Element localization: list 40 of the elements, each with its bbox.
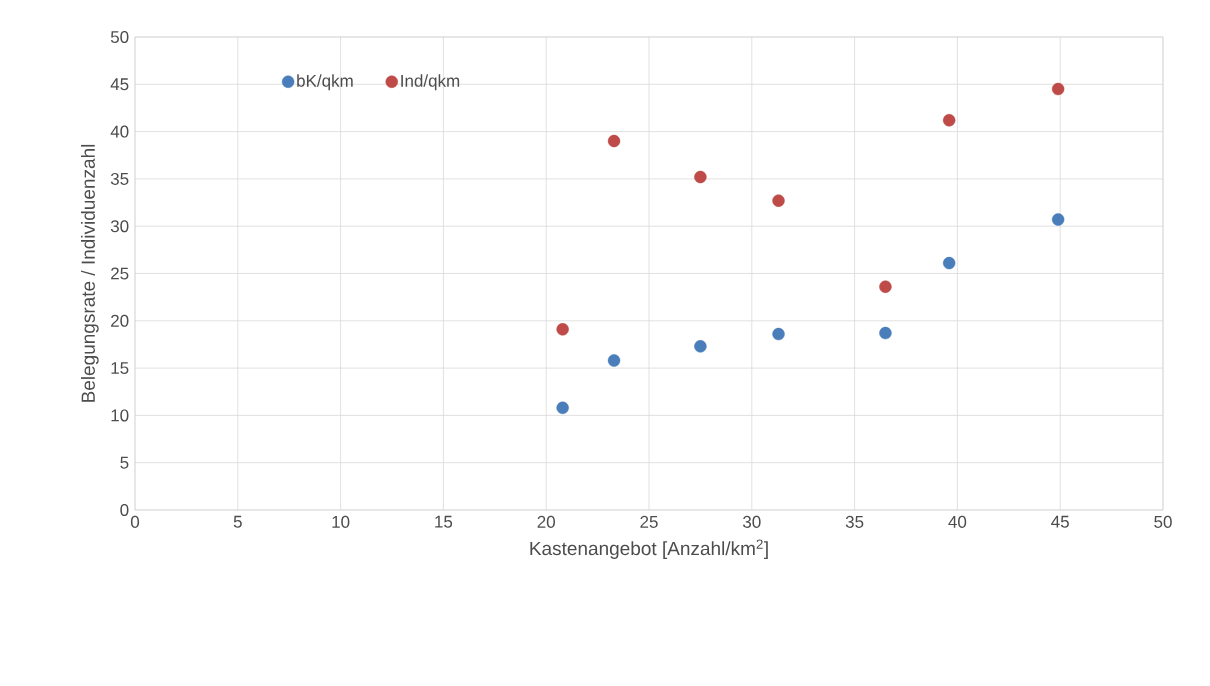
x-tick-label: 20 (537, 515, 555, 528)
y-tick-label: 0 (120, 503, 129, 517)
y-tick-label: 25 (111, 267, 129, 280)
y-tick-label: 10 (111, 409, 129, 422)
y-tick-label: 40 (110, 125, 129, 138)
point (879, 280, 892, 293)
y-tick-label: 20 (111, 314, 129, 327)
x-tick-label: 25 (640, 515, 658, 528)
x-tick-label: 15 (435, 515, 453, 528)
point (942, 114, 956, 127)
point (556, 401, 569, 415)
point (694, 340, 707, 353)
x-tick-label: 50 (1154, 515, 1172, 528)
point (772, 194, 785, 207)
x-tick-label: 30 (742, 515, 761, 528)
y-tick-label: 35 (110, 172, 129, 185)
y-axis-title: Belegungsrate / Individuenzahl (80, 144, 99, 402)
y-tick-label: 50 (110, 30, 129, 44)
legend-label: bK/qkm (297, 74, 353, 91)
point (772, 327, 785, 341)
y-tick-label: 30 (110, 220, 129, 233)
point (942, 256, 956, 270)
x-tick-label: 35 (845, 515, 864, 528)
y-tick-label: 15 (111, 362, 129, 375)
x-tick-label: 40 (948, 515, 967, 528)
y-tick-label: 5 (120, 456, 129, 469)
y-tick-label: 45 (110, 78, 129, 91)
point (694, 170, 707, 184)
point (879, 326, 892, 340)
point (607, 134, 621, 148)
point (607, 354, 621, 367)
x-axis-title: Kastenangebot [Anzahl/km$^{2}$] (530, 539, 768, 559)
x-tick-label: 45 (1051, 515, 1069, 528)
x-tick-label: 10 (332, 515, 350, 528)
x-tick-label: 0 (130, 515, 140, 528)
point (556, 323, 569, 336)
x-tick-label: 5 (233, 515, 242, 528)
point (1051, 213, 1065, 226)
point (1051, 82, 1065, 96)
legend-label: Ind/qkm (401, 74, 460, 91)
